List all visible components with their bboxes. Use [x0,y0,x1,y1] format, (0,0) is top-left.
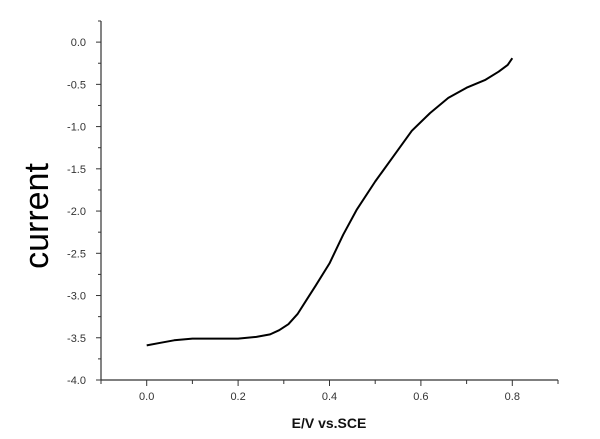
y-tick-label: -3.5 [67,333,86,345]
x-tick-label: 0.8 [505,391,520,403]
x-tick-label: 0.0 [139,391,154,403]
x-tick-label: 0.4 [322,391,337,403]
x-axis-label: E/V vs.SCE [292,415,367,431]
y-tick-label: -1.5 [67,164,86,176]
y-axis-label: current [18,163,56,269]
x-tick-label: 0.2 [230,391,245,403]
x-tick-label: 0.6 [413,391,428,403]
y-tick-label: -0.5 [67,79,86,91]
y-tick-label: -2.0 [67,206,86,218]
series-line-current [146,57,514,347]
y-tick-label: -3.0 [67,291,86,303]
y-tick-label: -4.0 [67,375,86,387]
y-tick-label: -1.0 [67,122,86,134]
y-tick-label: 0.0 [71,37,86,49]
y-tick-label: -2.5 [67,248,86,260]
